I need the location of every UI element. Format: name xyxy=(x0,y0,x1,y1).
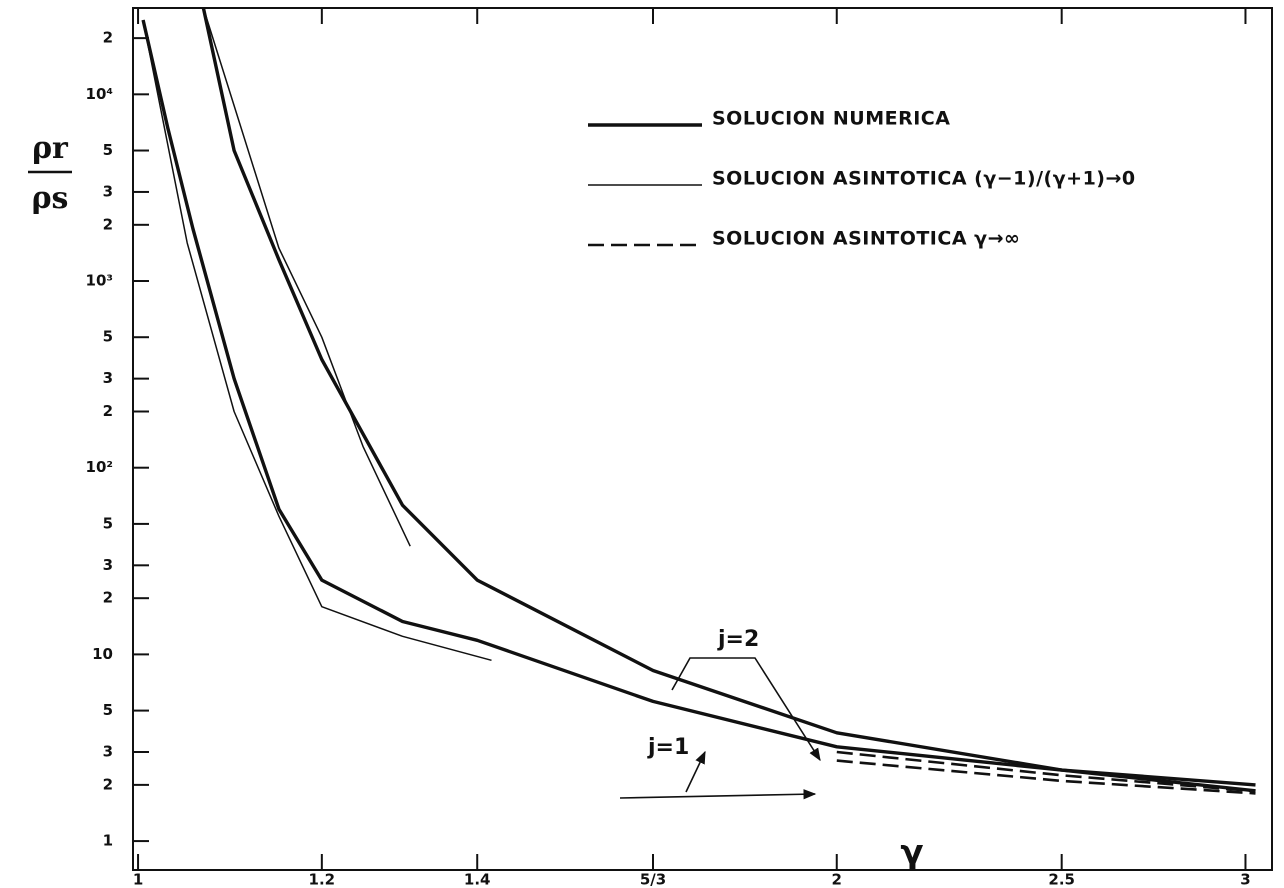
y-tick-label: 3 xyxy=(103,182,113,200)
y-tick-label: 5 xyxy=(103,141,113,159)
curve xyxy=(202,7,411,547)
x-tick-label: 5/3 xyxy=(640,871,666,888)
y-tick-label: 10² xyxy=(86,458,113,476)
arrow xyxy=(619,789,817,800)
x-tick-label: 1 xyxy=(133,871,143,888)
y-tick-label: 2 xyxy=(103,29,113,47)
curve xyxy=(141,19,1256,793)
y-tick-label: 2 xyxy=(103,775,113,793)
curve xyxy=(142,19,492,662)
curve xyxy=(836,759,1256,795)
plot-frame xyxy=(132,7,1273,871)
x-label: γ xyxy=(900,833,923,873)
y-tick-label: 2 xyxy=(103,402,113,420)
x-tick-label: 2.5 xyxy=(1048,871,1075,888)
x-tick-label: 1.2 xyxy=(309,871,336,888)
y-tick-label: 10⁴ xyxy=(86,85,113,103)
y-label-top: ρr xyxy=(32,131,69,166)
y-tick-label: 10³ xyxy=(86,272,113,290)
y-tick-label: 2 xyxy=(103,589,113,607)
annotation: j=1 xyxy=(647,735,689,760)
arrow xyxy=(685,750,706,793)
annotation: j=2 xyxy=(717,627,759,652)
y-tick-label: 3 xyxy=(103,369,113,387)
curve xyxy=(201,7,1256,787)
x-tick-label: 3 xyxy=(1240,871,1250,888)
arrow xyxy=(671,657,821,762)
legend-label: SOLUCION ASINTOTICA (γ−1)/(γ+1)→0 xyxy=(712,168,1136,190)
y-tick-label: 5 xyxy=(103,701,113,719)
y-label-bottom: ρs xyxy=(32,181,69,216)
curve xyxy=(836,750,1256,793)
x-tick-label: 2 xyxy=(832,871,842,888)
annotation-arrows xyxy=(619,657,821,800)
y-tick-label: 10 xyxy=(92,645,113,663)
y-tick-label: 5 xyxy=(103,328,113,346)
x-tick-label: 1.4 xyxy=(464,871,491,888)
y-tick-label: 5 xyxy=(103,514,113,532)
y-tick-label: 1 xyxy=(103,832,113,850)
legend-label: SOLUCION ASINTOTICA γ→∞ xyxy=(712,228,1020,250)
y-tick-label: 2 xyxy=(103,215,113,233)
legend-label: SOLUCION NUMERICA xyxy=(712,108,950,130)
y-tick-label: 3 xyxy=(103,743,113,761)
y-tick-label: 3 xyxy=(103,556,113,574)
plot: 1 2 3 5 10 2 3 5 10² 2 3 5 10³ 2 3 5 10⁴ 2 1 1.2 1.4 5/3 2 2.5 3… xyxy=(86,7,1256,888)
